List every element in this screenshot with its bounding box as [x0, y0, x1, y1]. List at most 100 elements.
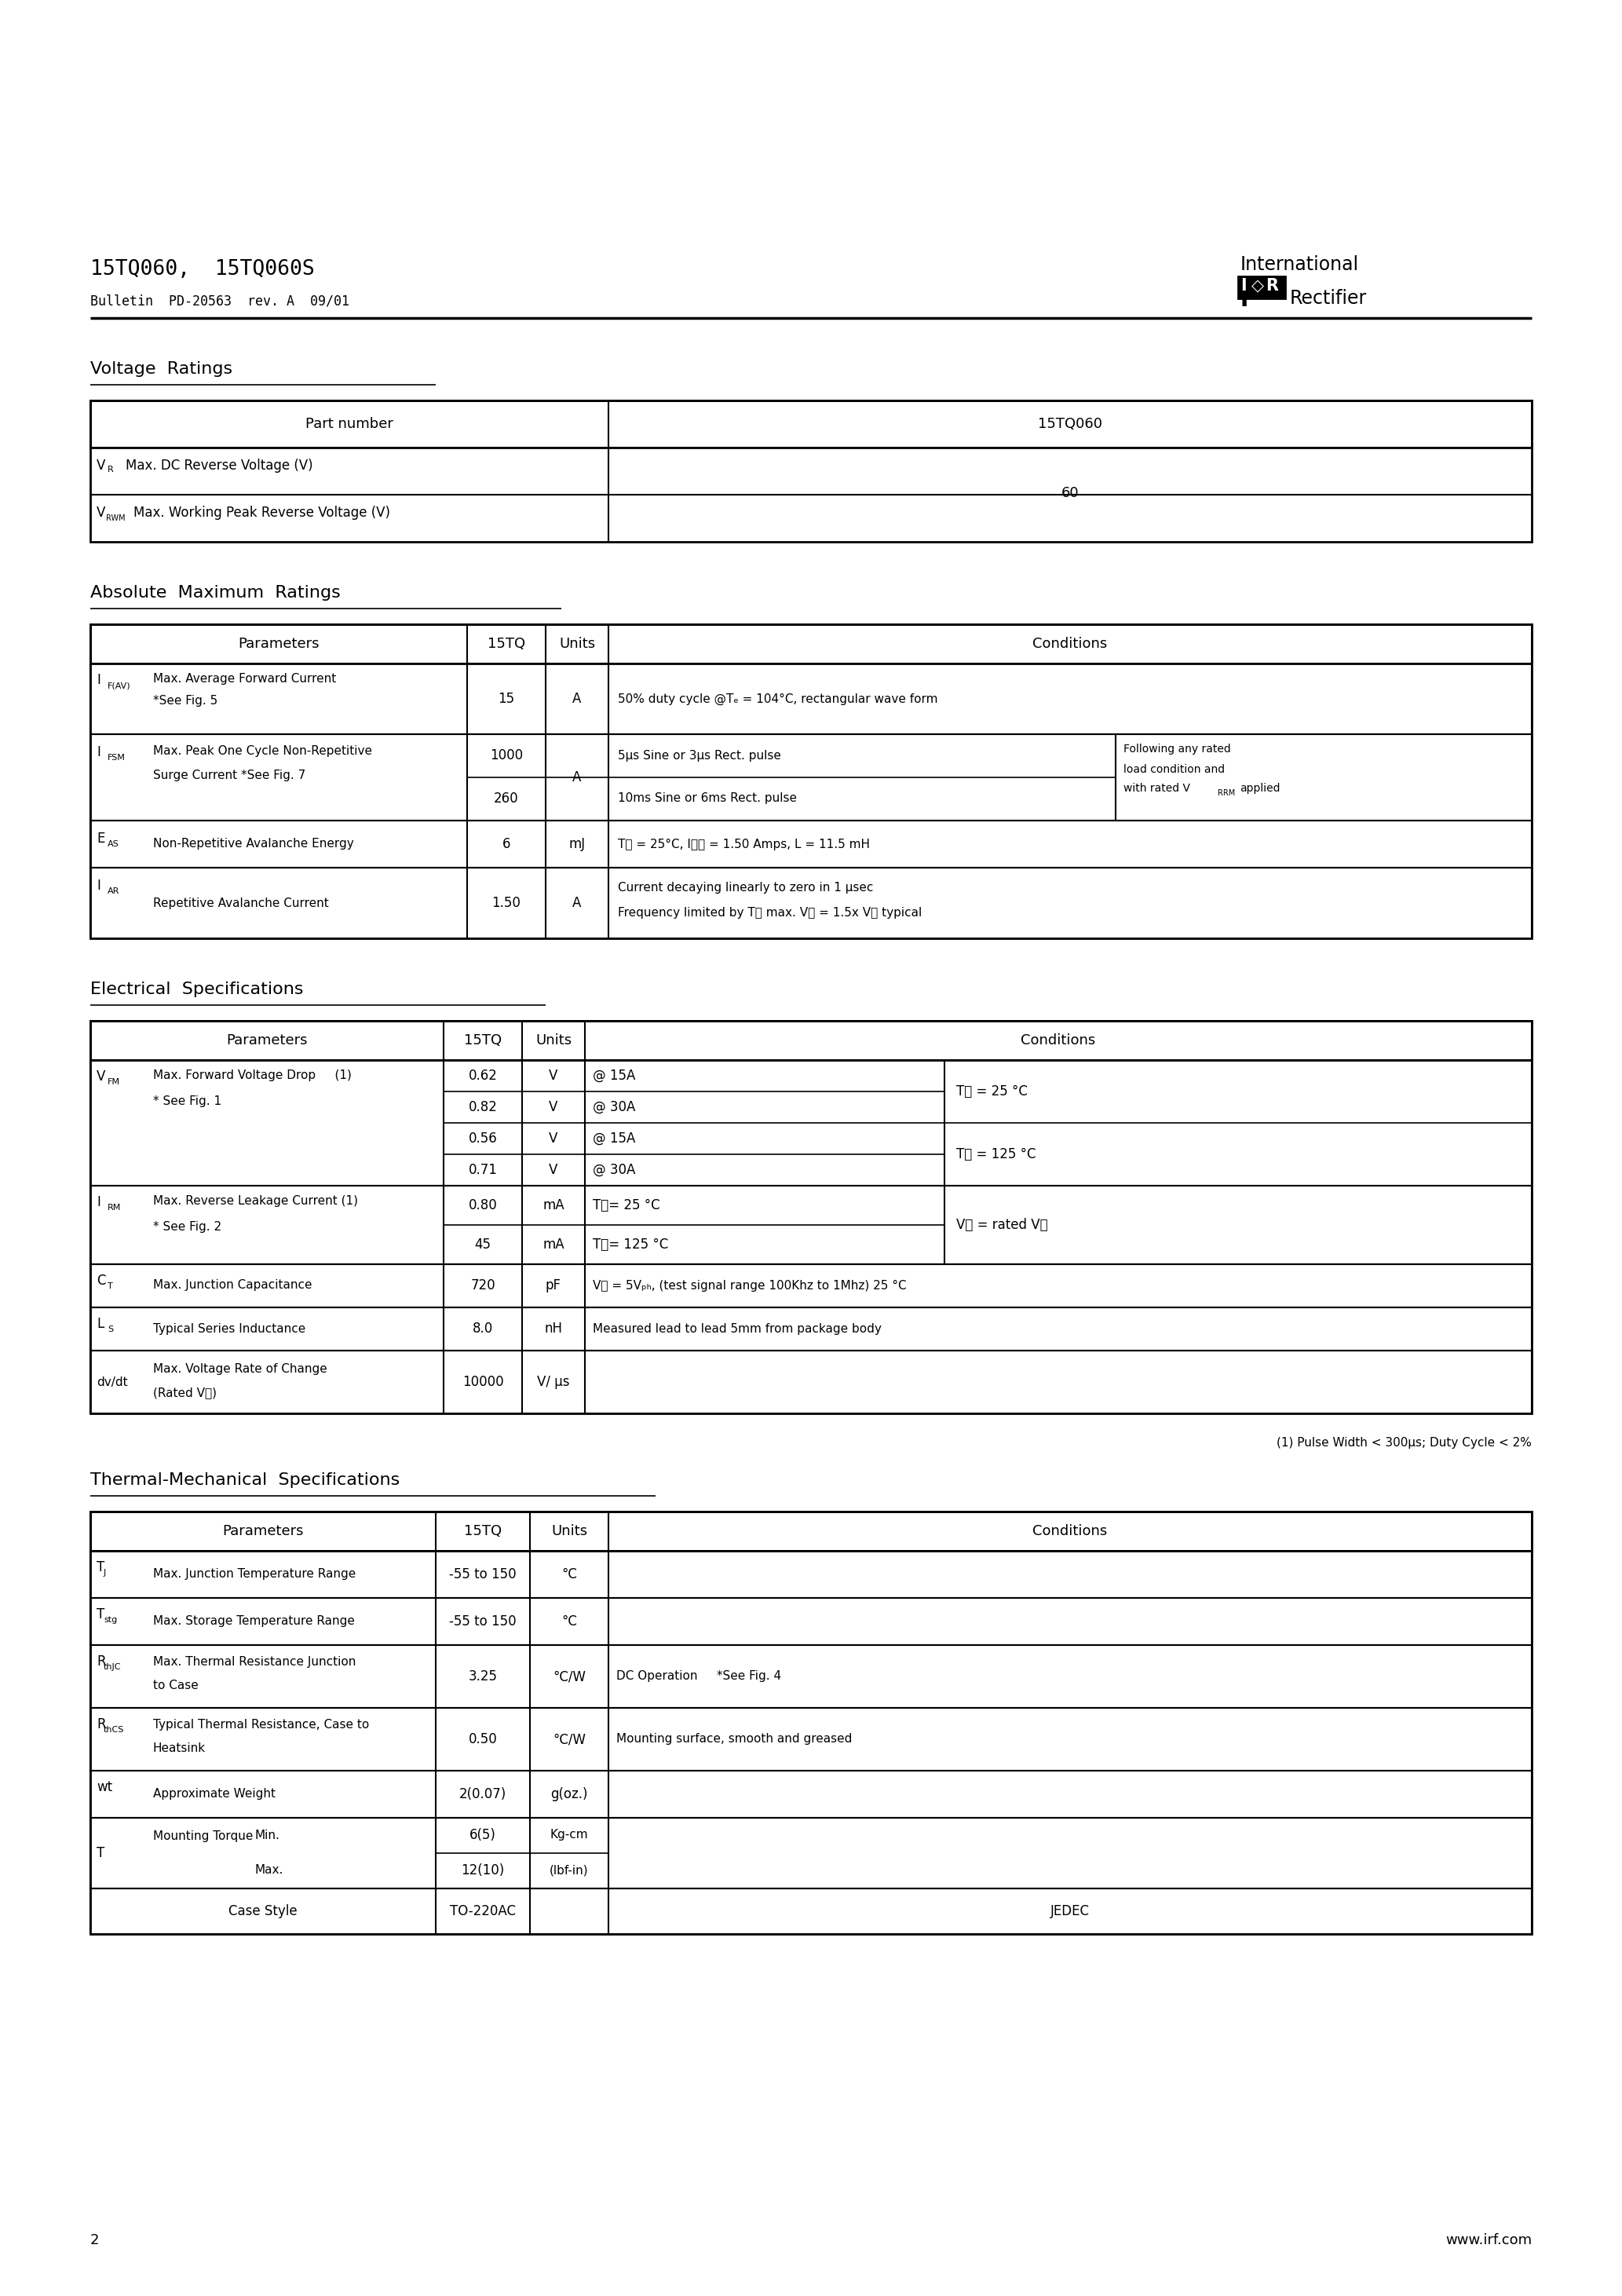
Text: Max.: Max.	[255, 1864, 284, 1876]
Text: 2(0.07): 2(0.07)	[459, 1786, 506, 1802]
Text: Mounting surface, smooth and greased: Mounting surface, smooth and greased	[616, 1733, 852, 1745]
Bar	[1238, 276, 1285, 298]
Text: thCS: thCS	[104, 1727, 125, 1733]
Text: Heatsink: Heatsink	[152, 1743, 206, 1754]
Text: Thermal-Mechanical  Specifications: Thermal-Mechanical Specifications	[91, 1472, 399, 1488]
Text: C: C	[97, 1274, 105, 1288]
Text: Max. Junction Capacitance: Max. Junction Capacitance	[152, 1279, 311, 1290]
Text: °C/W: °C/W	[553, 1669, 586, 1683]
Text: pF: pF	[545, 1279, 561, 1293]
Text: S: S	[107, 1325, 114, 1334]
Text: E: E	[97, 831, 105, 845]
Text: applied: applied	[1239, 783, 1280, 794]
Text: 3.25: 3.25	[469, 1669, 498, 1683]
Text: Max. Peak One Cycle Non-Repetitive: Max. Peak One Cycle Non-Repetitive	[152, 746, 371, 758]
Bar	[91, 1511, 1531, 1550]
Text: Conditions: Conditions	[1020, 1033, 1096, 1047]
Bar	[91, 664, 1531, 735]
Text: ◇: ◇	[1252, 278, 1264, 294]
Text: 0.50: 0.50	[469, 1731, 498, 1747]
Text: A: A	[573, 691, 582, 705]
Text: 0.62: 0.62	[469, 1068, 498, 1084]
Text: 15TQ060: 15TQ060	[1038, 418, 1103, 432]
Text: F(AV): F(AV)	[107, 682, 131, 689]
Bar	[91, 625, 1531, 664]
Text: Parameters: Parameters	[227, 1033, 308, 1047]
Text: T: T	[107, 1281, 114, 1290]
Bar	[91, 1265, 1531, 1306]
Bar	[91, 400, 1531, 448]
Text: 15: 15	[498, 691, 514, 705]
Text: R: R	[97, 1717, 105, 1731]
Text: I: I	[97, 1196, 101, 1210]
Text: 15TQ: 15TQ	[464, 1033, 501, 1047]
Text: g(oz.): g(oz.)	[550, 1786, 587, 1802]
Text: V: V	[548, 1162, 558, 1178]
Bar	[91, 400, 1531, 542]
Text: AR: AR	[107, 886, 120, 895]
Text: RWM: RWM	[105, 514, 125, 521]
Text: Current decaying linearly to zero in 1 μsec: Current decaying linearly to zero in 1 μ…	[618, 882, 873, 893]
Text: FSM: FSM	[107, 753, 125, 762]
Text: V: V	[97, 459, 105, 473]
Text: T: T	[97, 1561, 104, 1575]
Text: RM: RM	[107, 1203, 122, 1212]
Text: Parameters: Parameters	[222, 1525, 303, 1538]
Text: L: L	[97, 1318, 104, 1332]
Text: 0.71: 0.71	[469, 1162, 498, 1178]
Text: I: I	[97, 746, 101, 760]
Text: 0.82: 0.82	[469, 1100, 498, 1114]
Text: 6(5): 6(5)	[469, 1828, 496, 1841]
Text: V: V	[548, 1068, 558, 1084]
Text: Units: Units	[535, 1033, 571, 1047]
Text: I: I	[97, 673, 101, 687]
Text: * See Fig. 1: * See Fig. 1	[152, 1095, 222, 1107]
Text: load condition and: load condition and	[1124, 765, 1225, 776]
Bar	[91, 1550, 1531, 1598]
Text: V/ μs: V/ μs	[537, 1375, 569, 1389]
Bar	[91, 735, 1531, 820]
Text: Non-Repetitive Avalanche Energy: Non-Repetitive Avalanche Energy	[152, 838, 354, 850]
Text: (lbf-in): (lbf-in)	[550, 1864, 589, 1876]
Text: °C: °C	[561, 1568, 577, 1582]
Text: -55 to 150: -55 to 150	[449, 1568, 516, 1582]
Bar	[91, 1708, 1531, 1770]
Bar	[91, 868, 1531, 939]
Text: 1.50: 1.50	[491, 895, 521, 909]
Text: I: I	[1241, 278, 1246, 294]
Text: Frequency limited by Tⰼ max. Vⰼ = 1.5x Vⰼ typical: Frequency limited by Tⰼ max. Vⰼ = 1.5x V…	[618, 907, 921, 918]
Text: 45: 45	[475, 1238, 491, 1251]
Text: Typical Thermal Resistance, Case to: Typical Thermal Resistance, Case to	[152, 1720, 370, 1731]
Text: Vⰼ = 5Vₚₕ, (test signal range 100Khz to 1Mhz) 25 °C: Vⰼ = 5Vₚₕ, (test signal range 100Khz to …	[592, 1279, 907, 1290]
Text: mA: mA	[543, 1199, 564, 1212]
Bar	[91, 1511, 1531, 1933]
Text: °C: °C	[561, 1614, 577, 1628]
Text: Electrical  Specifications: Electrical Specifications	[91, 980, 303, 996]
Text: Typical Series Inductance: Typical Series Inductance	[152, 1322, 305, 1334]
Text: AS: AS	[107, 840, 118, 847]
Text: A: A	[573, 769, 582, 785]
Text: Max. Reverse Leakage Current (1): Max. Reverse Leakage Current (1)	[152, 1196, 358, 1208]
Text: Max. Average Forward Current: Max. Average Forward Current	[152, 673, 336, 684]
Text: 260: 260	[495, 792, 519, 806]
Text: Voltage  Ratings: Voltage Ratings	[91, 360, 232, 377]
Bar	[91, 1185, 1531, 1265]
Text: Mounting Torque: Mounting Torque	[152, 1830, 253, 1841]
Text: @ 15A: @ 15A	[592, 1132, 636, 1146]
Text: V: V	[548, 1100, 558, 1114]
Text: *See Fig. 5: *See Fig. 5	[152, 696, 217, 707]
Text: 15TQ: 15TQ	[488, 636, 526, 652]
Text: * See Fig. 2: * See Fig. 2	[152, 1221, 222, 1233]
Text: Max. Junction Temperature Range: Max. Junction Temperature Range	[152, 1568, 355, 1580]
Bar	[91, 1061, 1531, 1185]
Text: Max. Voltage Rate of Change: Max. Voltage Rate of Change	[152, 1364, 328, 1375]
Text: I: I	[1241, 289, 1249, 310]
Text: Conditions: Conditions	[1033, 636, 1108, 652]
Text: TO-220AC: TO-220AC	[449, 1903, 516, 1917]
Bar	[91, 1818, 1531, 1890]
Text: www.irf.com: www.irf.com	[1445, 2234, 1531, 2248]
Text: Max. DC Reverse Voltage (V): Max. DC Reverse Voltage (V)	[125, 459, 313, 473]
Text: @ 30A: @ 30A	[592, 1100, 636, 1114]
Text: 1000: 1000	[490, 748, 522, 762]
Text: with rated V: with rated V	[1124, 783, 1191, 794]
